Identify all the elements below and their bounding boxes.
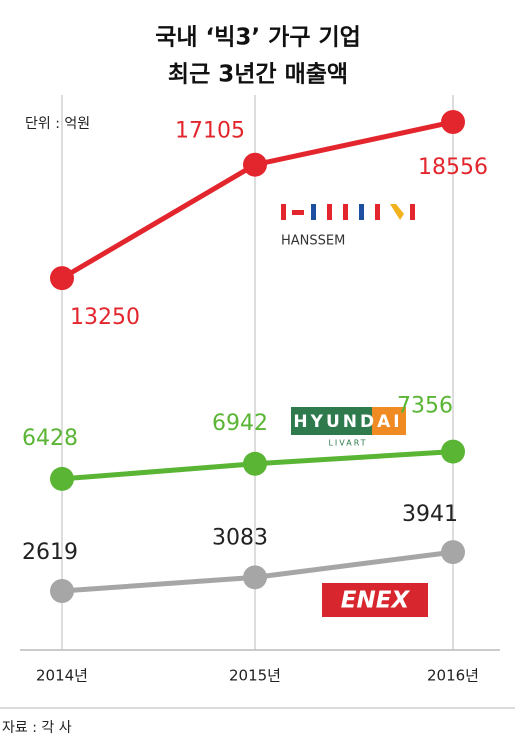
enex-logo: ENEX — [322, 583, 428, 617]
point — [441, 110, 465, 134]
point — [441, 439, 465, 464]
data-label: 17105 — [175, 119, 245, 144]
hanssem-logo: HANSSEM — [281, 204, 415, 249]
source: 자료 : 각 사 — [2, 720, 72, 736]
x-tick-label: 2014년 — [36, 667, 88, 685]
data-label: 7356 — [397, 394, 453, 419]
point — [50, 266, 74, 291]
livart-logo: HYUNDAI LIVART — [291, 407, 406, 448]
data-label: 2619 — [22, 540, 78, 565]
x-tick-label: 2015년 — [229, 667, 281, 685]
point — [243, 565, 267, 590]
point — [50, 579, 74, 603]
data-label: 3083 — [212, 525, 268, 550]
point — [50, 466, 74, 491]
logo-text: ENEX — [341, 588, 411, 614]
logo-text: LIVART — [328, 439, 367, 448]
data-label: 3941 — [402, 502, 458, 527]
point — [243, 152, 267, 177]
x-tick-label: 2016년 — [427, 667, 479, 685]
point — [243, 451, 267, 476]
data-label: 13250 — [70, 305, 140, 330]
data-label: 6942 — [212, 411, 268, 436]
point — [441, 540, 465, 565]
chart-title: 최근 3년간 매출액 — [168, 62, 348, 88]
unit-label: 단위 : 억원 — [25, 116, 90, 132]
logo-text: HYUNDAI — [293, 412, 402, 432]
logo-text: HANSSEM — [281, 234, 345, 249]
chart-title: 국내 ‘빅3’ 가구 기업 — [155, 25, 361, 51]
data-label: 18556 — [418, 155, 488, 180]
data-label: 6428 — [22, 426, 78, 451]
